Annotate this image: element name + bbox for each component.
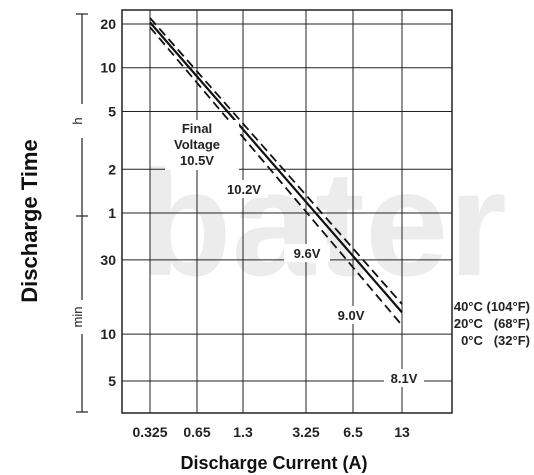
- series-line-2: [149, 26, 403, 326]
- series-lines: [149, 17, 403, 326]
- y-tick-hours-0: 20: [100, 16, 116, 32]
- x-tick-label-2: 1.3: [233, 424, 253, 440]
- y-tick-labels: 20 10 5 2 1 30 10 5: [100, 16, 116, 389]
- x-tick-label-1: 0.65: [183, 424, 210, 440]
- plot-frame: [121, 9, 453, 414]
- y-tick-minutes-0: 30: [100, 252, 116, 268]
- annotation-final: Final: [182, 121, 212, 136]
- annotation-10-2v: 10.2V: [227, 182, 261, 197]
- unit-hours: h: [70, 117, 85, 124]
- unit-minutes: min: [70, 307, 85, 328]
- series-line-1: [149, 21, 403, 314]
- x-tick-labels: 0.325 0.65 1.3 3.25 6.5 13: [132, 424, 410, 440]
- y-tick-minutes-1: 10: [100, 326, 116, 342]
- y-tick-minutes-2: 5: [108, 373, 116, 389]
- annotation-9-0v: 9.0V: [338, 308, 365, 323]
- x-axis-title: Discharge Current (A): [180, 453, 367, 473]
- x-tick-label-4: 6.5: [343, 424, 363, 440]
- y-tick-hours-2: 5: [108, 103, 116, 119]
- y-tick-hours-4: 1: [108, 205, 116, 221]
- annotation-voltage: Voltage: [174, 137, 220, 152]
- annotations: Final Voltage 10.5V 10.2V 9.6V 9.0V 8.1V: [165, 120, 424, 387]
- y-tick-hours-1: 10: [100, 60, 116, 76]
- y-unit-brackets: [76, 13, 88, 413]
- annotation-10-5v: 10.5V: [180, 153, 214, 168]
- y-axis-title: Discharge Time: [17, 139, 42, 302]
- x-tick-label-5: 13: [394, 424, 410, 440]
- series-line-0: [149, 17, 403, 305]
- legend-20c: 20°C (68°F): [454, 316, 530, 331]
- legend-40c: 40°C (104°F): [454, 299, 530, 314]
- x-tick-label-0: 0.325: [132, 424, 167, 440]
- annotation-9-6v: 9.6V: [294, 246, 321, 261]
- x-tick-label-3: 3.25: [292, 424, 319, 440]
- y-tick-hours-3: 2: [108, 161, 116, 177]
- annotation-8-1v: 8.1V: [391, 371, 418, 386]
- legend: 40°C (104°F) 20°C (68°F) 0°C (32°F): [454, 299, 530, 348]
- legend-0c: 0°C (32°F): [461, 333, 530, 348]
